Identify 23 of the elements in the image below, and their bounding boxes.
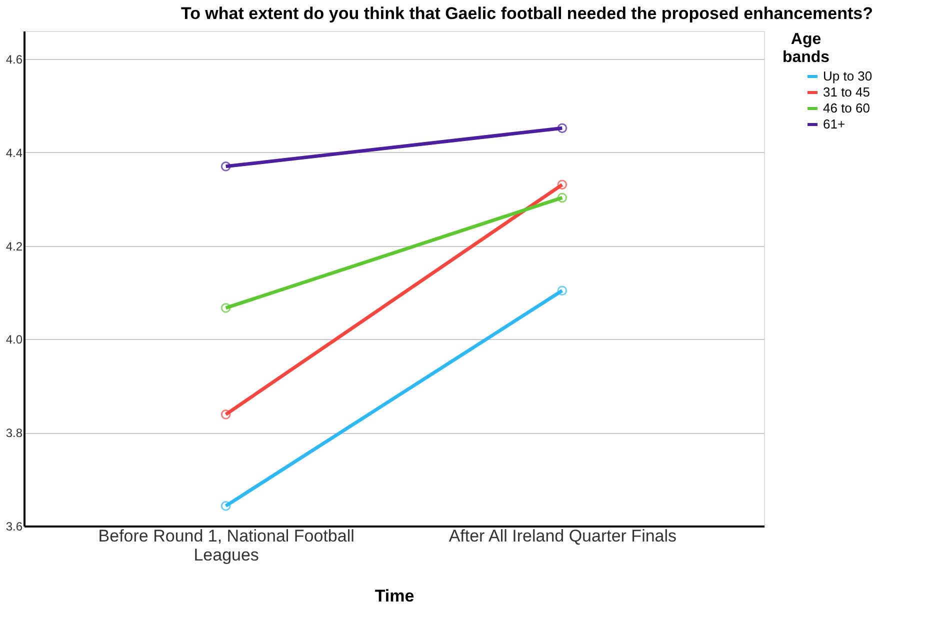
x-tick-label: After All Ireland Quarter Finals (448, 526, 677, 546)
point (220, 500, 231, 511)
point (557, 180, 568, 190)
point (220, 162, 231, 172)
x-axis-title: Time (374, 586, 414, 606)
y-tick-label: 3.8 (6, 426, 23, 440)
legend-title: Age bands (782, 31, 830, 66)
x-tick-label: Before Round 1, National Football Leagues (98, 526, 354, 564)
y-tick-label: 4.4 (6, 146, 23, 160)
chart-title: To what extent do you think that Gaelic football needed the proposed enhancements? (180, 4, 873, 23)
point (220, 409, 231, 420)
point (557, 123, 568, 134)
point (557, 286, 568, 296)
y-tick-label: 4.6 (6, 52, 23, 67)
point (220, 302, 231, 313)
y-tick-label: 3.6 (6, 520, 23, 534)
legend-label: 46 to 60 (823, 100, 870, 116)
y-tick-label: 4.2 (6, 239, 23, 254)
y-tick-label: 4.0 (6, 332, 23, 347)
point (557, 192, 568, 203)
legend-label: 61+ (823, 116, 846, 132)
legend-label: 31 to 45 (823, 84, 870, 100)
legend-label: Up to 30 (823, 68, 872, 84)
